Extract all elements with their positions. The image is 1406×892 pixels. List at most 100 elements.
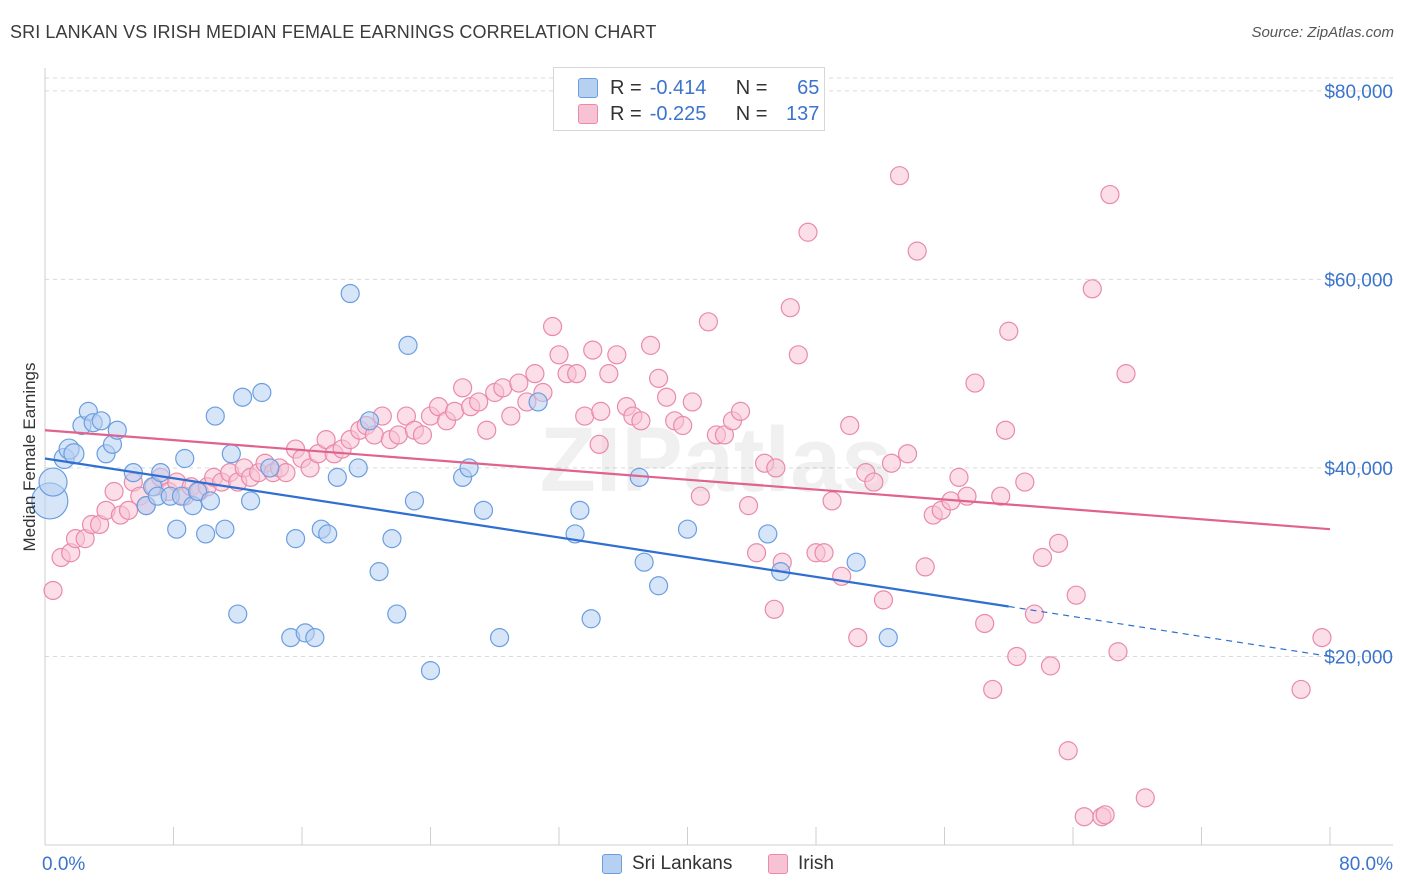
data-point [327,467,347,487]
data-point [196,524,216,544]
chart-title: SRI LANKAN VS IRISH MEDIAN FEMALE EARNIN… [10,22,657,42]
data-point [489,628,510,648]
data-point [889,166,910,186]
data-point [387,604,407,624]
data-point [965,373,985,393]
data-point [501,406,521,426]
data-point [252,382,272,403]
data-point [677,519,698,539]
data-point [493,378,513,398]
data-point [570,500,590,520]
data-point [1007,646,1027,667]
data-point [583,340,603,360]
data-point [881,453,902,473]
legend-row-sri-lankans: R = -0.414 N = 65 [578,76,819,100]
y-tick-label-3: $80,000 [1324,82,1393,103]
legend-swatch-sri-lankans [578,78,598,98]
data-point [43,580,63,601]
y-tick-label-0: $20,000 [1324,647,1393,668]
data-point [999,321,1019,341]
data-point [398,335,418,355]
data-point [798,222,818,242]
data-point [542,316,563,337]
series-legend-irish[interactable]: Irish [768,851,834,877]
data-point [221,444,241,464]
legend-swatch-irish [578,104,598,124]
data-point [215,519,235,539]
data-point [897,444,918,464]
data-point [1024,604,1045,624]
legend-n-value: 65 [797,76,820,99]
gridlines [45,77,1393,657]
data-point [864,472,884,492]
data-point [1095,805,1115,825]
data-point [469,392,489,412]
data-point [991,486,1011,506]
series-legend-sri-lankans[interactable]: Sri Lankans [602,851,732,877]
legend-r-label: R = [610,102,642,125]
data-point [412,425,433,445]
data-point [814,543,834,563]
correlation-legend: R = -0.414 N = 65 R = -0.225 N = 137 [553,67,825,131]
data-point [549,345,569,365]
y-tick-label-1: $40,000 [1324,459,1393,480]
data-point [840,415,860,436]
data-point [1291,679,1311,700]
y-axis-label: Median Female Earnings [20,363,39,552]
data-point [730,401,751,421]
data-point [746,543,767,563]
data-point [575,406,595,426]
data-point [873,590,894,610]
data-point [581,609,601,629]
data-point [369,562,389,582]
data-point [788,345,808,365]
series-irish [43,166,1332,827]
legend-row-irish: R = -0.225 N = 137 [578,102,819,126]
legend-n-value: 137 [786,102,820,125]
x-tick-label-max: 80.0% [1339,854,1393,875]
data-point [167,519,187,539]
legend-n-label: N = [735,76,768,99]
data-point [983,679,1003,700]
legend-r-value: -0.225 [649,102,707,125]
y-tick-labels: $20,000 $40,000 $60,000 $80,000 [1324,82,1393,669]
data-point [477,420,497,440]
data-point [388,425,408,445]
data-point [878,628,898,648]
data-point [473,500,494,520]
data-point [1032,547,1053,568]
data-point [764,599,784,619]
trend-line-irish [44,429,1331,531]
data-point [528,392,548,412]
legend-label-irish: Irish [798,853,834,874]
data-point [1116,364,1136,384]
data-point [995,420,1016,440]
data-point [907,241,927,261]
data-point [260,458,280,478]
data-point [949,467,969,487]
trend-layer [44,429,1331,658]
data-point [420,661,441,681]
data-point [509,373,529,393]
chart-source: Source: ZipAtlas.com [1251,24,1394,41]
data-point [607,345,627,365]
data-point [228,604,248,624]
data-point [318,524,338,544]
data-point [1082,279,1102,299]
data-point [175,448,195,469]
data-point [848,628,868,648]
data-point [453,378,473,398]
data-point [91,411,111,431]
data-point [200,491,221,511]
data-point [591,401,611,421]
data-point [1040,656,1061,676]
data-point [404,491,425,511]
data-point [738,496,759,516]
data-point [104,481,124,502]
data-point [673,415,693,436]
legend-n-label: N = [735,102,768,125]
data-point [846,552,866,572]
data-point [276,463,296,483]
trend-extension-sri-lankans [1008,605,1331,658]
